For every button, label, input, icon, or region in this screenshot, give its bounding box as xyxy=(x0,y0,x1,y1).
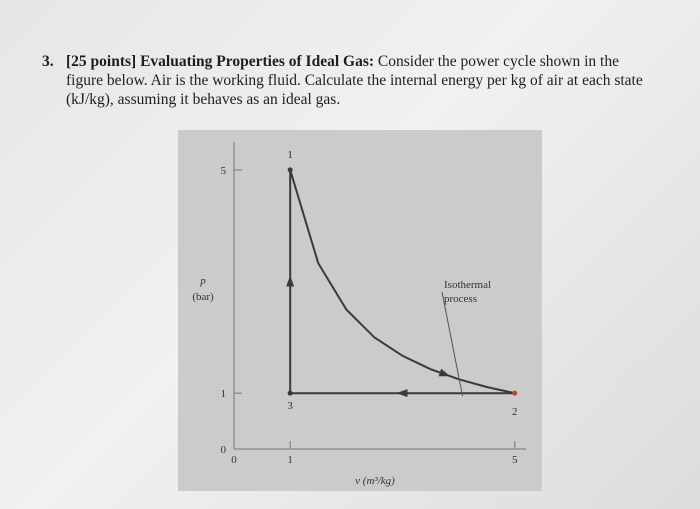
state-label: 3 xyxy=(287,400,293,412)
question-body: Consider the power cycle shown in the fi… xyxy=(66,53,643,108)
question-points: [25 points] xyxy=(66,53,137,70)
y-tick-label: 5 xyxy=(221,165,227,177)
x-tick-label: 5 xyxy=(512,454,518,466)
figure-background xyxy=(178,130,542,491)
state-point xyxy=(512,390,518,396)
question-heading: Evaluating Properties of Ideal Gas: xyxy=(140,53,375,70)
annotation: Isothermal xyxy=(444,279,491,291)
x-axis-label: v (m³/kg) xyxy=(355,475,395,487)
flow-arrow xyxy=(286,275,295,287)
cycle-line xyxy=(289,169,516,395)
x-tick-label: 0 xyxy=(231,454,237,466)
state-label: 1 xyxy=(287,149,293,161)
state-point xyxy=(287,167,293,173)
flow-arrow xyxy=(438,368,451,377)
annotation: process xyxy=(444,293,477,305)
question: 3. [25 points] Evaluating Properties of … xyxy=(42,52,654,109)
y-tick-label: 0 xyxy=(221,444,227,456)
y-axis-label: p xyxy=(199,275,206,287)
state-label: 2 xyxy=(512,406,518,418)
y-tick-label: 1 xyxy=(221,388,227,400)
y-axis-unit: (bar) xyxy=(192,291,214,303)
question-number: 3. xyxy=(42,53,54,70)
annotation-leader xyxy=(441,291,464,397)
x-tick-label: 1 xyxy=(287,454,293,466)
state-point xyxy=(287,390,293,396)
flow-arrow xyxy=(396,389,408,398)
question-text: [25 points] Evaluating Properties of Ide… xyxy=(66,52,654,109)
